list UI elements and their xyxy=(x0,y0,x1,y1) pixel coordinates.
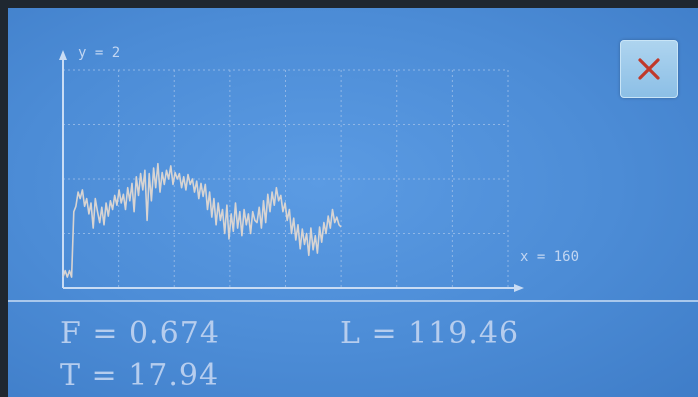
separator-line xyxy=(8,300,698,302)
waveform-chart: y = 2 x = 160 xyxy=(59,45,579,292)
t-readout: T = 17.94 xyxy=(60,358,220,393)
close-icon xyxy=(638,58,660,80)
y-axis-annotation: y = 2 xyxy=(78,45,120,61)
chart-grid xyxy=(63,69,509,288)
scope-screen: y = 2 x = 160 F = 0.674 L = 119.46 T = 1… xyxy=(8,8,698,397)
waveform-trace xyxy=(62,162,342,278)
close-button[interactable] xyxy=(620,40,678,98)
l-readout: L = 119.46 xyxy=(340,316,520,351)
y-axis-arrow xyxy=(59,50,67,60)
x-axis-arrow xyxy=(514,284,524,292)
f-readout: F = 0.674 xyxy=(60,316,220,351)
x-axis-annotation: x = 160 xyxy=(520,249,579,265)
